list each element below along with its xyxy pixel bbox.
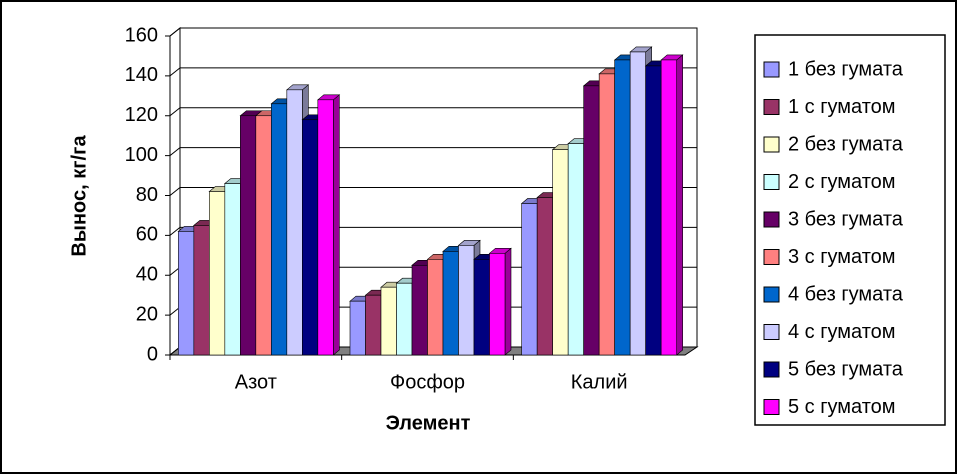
legend-label: 2 с гуматом xyxy=(788,171,896,193)
y-tick-label: 0 xyxy=(147,343,158,365)
legend-label: 3 без гумата xyxy=(788,208,904,230)
bar xyxy=(380,286,397,356)
y-tick-label: 60 xyxy=(136,224,158,246)
bar xyxy=(489,253,506,356)
bar xyxy=(536,197,553,356)
bar xyxy=(598,73,615,356)
legend-label: 5 без гумата xyxy=(788,358,904,380)
bar xyxy=(552,149,569,356)
bar xyxy=(645,65,662,356)
grid-line xyxy=(169,187,697,196)
bar-side xyxy=(333,94,340,356)
bar xyxy=(567,143,584,356)
bar xyxy=(302,119,319,356)
legend-swatch xyxy=(763,286,780,303)
legend xyxy=(754,34,946,426)
grid-line xyxy=(169,67,697,77)
bar xyxy=(224,183,241,356)
bar xyxy=(583,85,600,356)
legend-label: 4 с гуматом xyxy=(788,321,896,343)
y-tick-label: 40 xyxy=(136,264,158,286)
y-tick-label: 20 xyxy=(136,303,158,325)
legend-label: 5 с гуматом xyxy=(788,396,896,418)
bar xyxy=(614,59,631,356)
bar xyxy=(442,251,459,356)
legend-swatch xyxy=(763,211,780,228)
y-tick-label: 160 xyxy=(125,24,158,46)
bar xyxy=(458,245,475,356)
bar xyxy=(286,89,303,356)
bar xyxy=(427,258,444,356)
bar xyxy=(349,300,366,356)
legend-swatch xyxy=(763,174,780,190)
bar xyxy=(255,115,272,356)
bar xyxy=(629,51,646,356)
bar xyxy=(209,191,226,356)
legend-label: 1 без гумата xyxy=(788,58,904,80)
y-tick-label: 80 xyxy=(136,184,158,206)
y-tick-label: 120 xyxy=(125,104,158,126)
bar xyxy=(411,264,428,356)
y-tick-label: 100 xyxy=(125,144,158,166)
legend-label: 1 с гуматом xyxy=(788,96,896,118)
bar xyxy=(271,103,288,356)
x-tick-label: Азот xyxy=(235,371,277,393)
legend-swatch xyxy=(763,399,780,415)
bar xyxy=(178,231,195,356)
bar xyxy=(396,282,413,356)
x-tick-label: Фосфор xyxy=(390,371,465,393)
bar xyxy=(473,258,490,356)
x-tick-label: Калий xyxy=(571,371,628,393)
bar-side xyxy=(676,54,683,356)
legend-swatch xyxy=(763,324,780,340)
grid-line xyxy=(169,27,697,37)
y-axis-title: Вынос, кг/га xyxy=(68,135,90,257)
bar xyxy=(660,59,677,356)
bar xyxy=(365,294,382,356)
legend-swatch xyxy=(763,99,780,115)
bar xyxy=(521,203,538,356)
bar xyxy=(240,115,257,356)
legend-label: 3 с гуматом xyxy=(788,246,896,268)
bar-side xyxy=(504,247,512,356)
legend-label: 4 без гумата xyxy=(788,283,904,305)
bar xyxy=(193,225,210,356)
grid-line xyxy=(169,147,697,157)
legend-swatch xyxy=(763,61,780,78)
legend-swatch xyxy=(763,136,780,153)
grid-line xyxy=(169,107,697,117)
y-tick-label: 140 xyxy=(125,64,158,86)
bar xyxy=(317,99,334,356)
legend-label: 2 без гумата xyxy=(788,133,904,155)
legend-swatch xyxy=(763,249,780,265)
x-axis-title: Элемент xyxy=(386,412,471,434)
legend-swatch xyxy=(763,361,780,378)
